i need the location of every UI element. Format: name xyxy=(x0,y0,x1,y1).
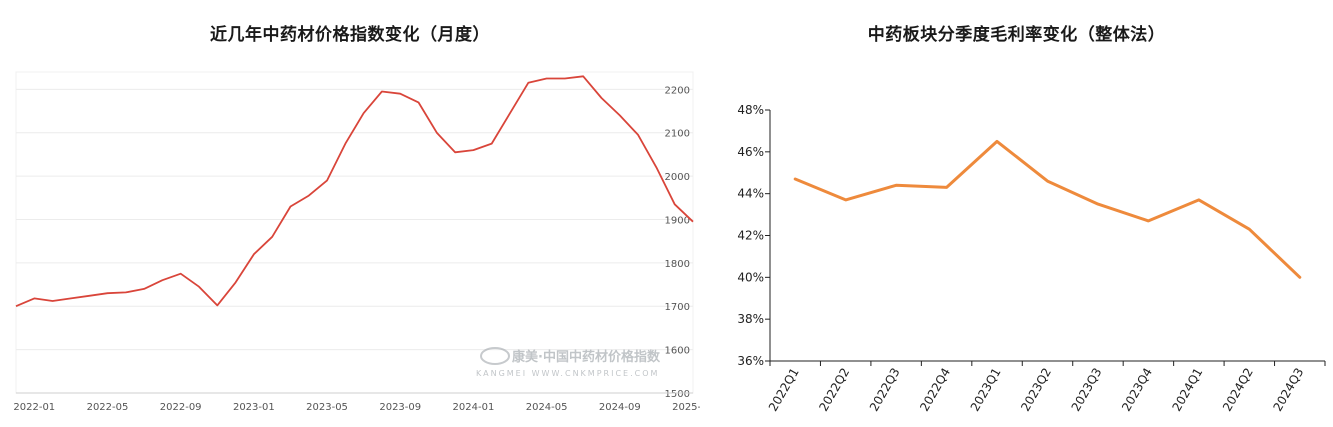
y-tick-label: 1500 xyxy=(665,389,690,400)
right-chart-title: 中药板块分季度毛利率变化（整体法） xyxy=(867,25,1166,45)
x-tick-label: 2022Q4 xyxy=(917,366,953,414)
watermark-url: KANGMEI WWW.CNKMPRICE.COM xyxy=(476,369,659,378)
y-tick-label: 44% xyxy=(737,187,764,201)
plot-area xyxy=(15,71,694,394)
x-tick-label: 2024Q3 xyxy=(1270,366,1306,414)
x-tick-label: 2022Q3 xyxy=(867,366,903,414)
right-chart-panel: 中药板块分季度毛利率变化（整体法） 36% 38% 40% 42% 44% 46% 48% 2… xyxy=(700,0,1333,427)
y-tick-label: 48% xyxy=(737,103,764,117)
x-tick-label: 2024Q1 xyxy=(1170,366,1206,414)
x-tick-label: 2022-09 xyxy=(160,402,202,413)
x-tick-label: 2022-01 xyxy=(13,402,55,413)
y-tick-label: 1800 xyxy=(665,259,690,270)
x-tick-label: 2022Q1 xyxy=(766,366,802,414)
x-tick-label: 2023-09 xyxy=(379,402,421,413)
x-tick-label: 2023Q2 xyxy=(1018,366,1054,414)
watermark-text: 康美·中国中药材价格指数 xyxy=(512,349,661,365)
x-tick-label: 2024-01 xyxy=(453,402,495,413)
left-chart-panel: 近几年中药材价格指数变化（月度） 1500 1600 1700 1800 1900 200… xyxy=(13,25,700,413)
x-tick-label: 2024-05 xyxy=(526,402,568,413)
x-tick-label: 2024-09 xyxy=(599,402,641,413)
y-tick-label: 2200 xyxy=(665,85,690,96)
watermark: 康美·中国中药材价格指数 KANGMEI WWW.CNKMPRICE.COM xyxy=(476,347,661,378)
y-tick-label: 2000 xyxy=(665,172,690,183)
x-tick-label: 2023Q1 xyxy=(968,366,1004,414)
watermark-logo-icon xyxy=(480,347,510,365)
x-tick-label: 2023Q3 xyxy=(1069,366,1105,414)
x-tick-label: 2022-05 xyxy=(87,402,129,413)
y-tick-label: 36% xyxy=(737,354,764,368)
y-tick-label: 46% xyxy=(737,145,764,159)
y-tick-label: 2100 xyxy=(665,129,690,140)
x-tick-label: 2022Q2 xyxy=(816,366,852,414)
x-tick-label: 2023-05 xyxy=(306,402,348,413)
y-tick-label: 1900 xyxy=(665,215,690,226)
x-tick-label: 2025-01 xyxy=(672,402,700,413)
y-tick-label: 1600 xyxy=(665,346,690,357)
right-line-chart: 36% 38% 40% 42% 44% 46% 48% 2022Q1 2022Q2 2022Q3 2… xyxy=(737,103,1326,414)
x-tick-label: 2023Q4 xyxy=(1119,366,1155,414)
left-chart-title: 近几年中药材价格指数变化（月度） xyxy=(210,25,490,45)
x-tick-label: 2023-01 xyxy=(233,402,275,413)
y-tick-label: 1700 xyxy=(665,302,690,313)
series-line xyxy=(793,139,1302,279)
y-tick-label: 40% xyxy=(737,270,764,284)
series-line xyxy=(15,75,694,308)
left-line-chart: 1500 1600 1700 1800 1900 2000 2100 2200 2022-01 2… xyxy=(13,71,700,413)
y-tick-label: 42% xyxy=(737,229,764,243)
x-tick-label: 2024Q2 xyxy=(1220,366,1256,414)
y-tick-label: 38% xyxy=(737,312,764,326)
